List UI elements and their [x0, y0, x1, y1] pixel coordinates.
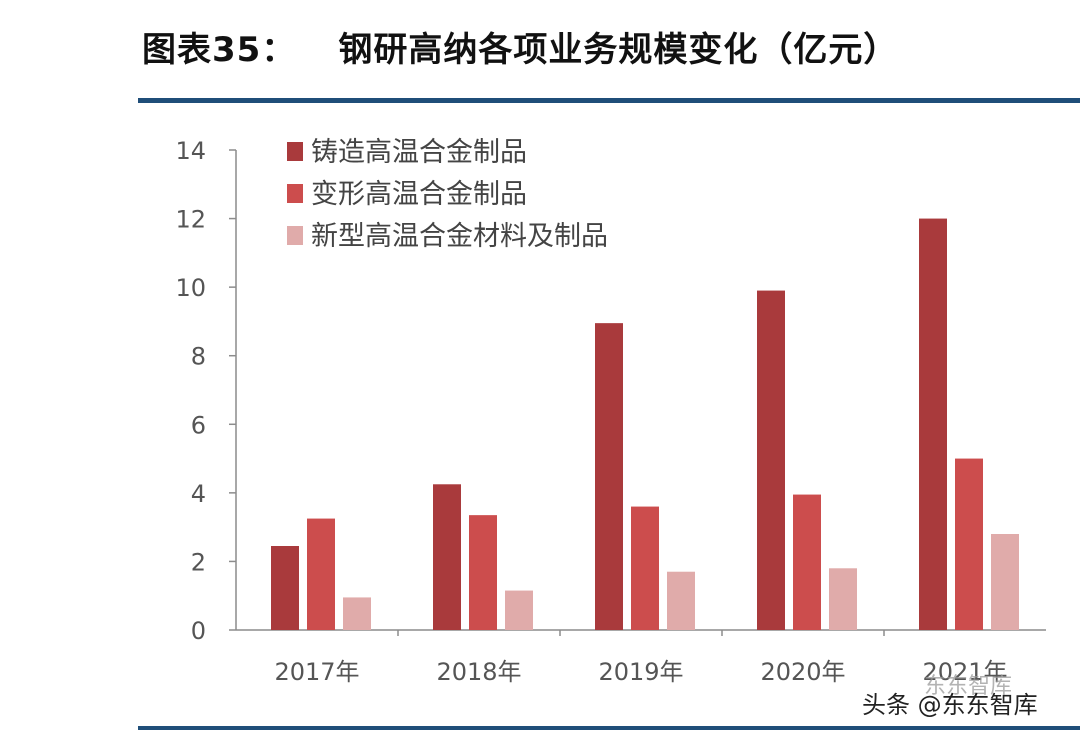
- bar: [469, 515, 497, 630]
- legend-label: 铸造高温合金制品: [311, 137, 527, 168]
- bottom-divider: [138, 726, 1080, 730]
- y-tick-label: 10: [175, 274, 206, 302]
- y-tick-label: 2: [191, 548, 206, 576]
- y-tick-label: 8: [191, 343, 206, 371]
- x-tick-label: 2017年: [274, 658, 359, 686]
- bar: [271, 546, 299, 630]
- watermark: 头条 @东东智库: [862, 691, 1038, 719]
- bar: [505, 590, 533, 630]
- bar: [757, 290, 785, 630]
- figure-number: 图表35：: [142, 30, 297, 70]
- bar: [829, 568, 857, 630]
- figure-title: 图表35： 钢研高纳各项业务规模变化（亿元）: [142, 22, 898, 71]
- watermark-faint: 东东智库: [924, 674, 1013, 699]
- bar: [955, 458, 983, 630]
- figure-title-text: 钢研高纳各项业务规模变化（亿元）: [338, 30, 899, 70]
- y-tick-label: 4: [191, 480, 206, 508]
- bar: [631, 506, 659, 630]
- title-divider: [138, 98, 1080, 103]
- legend-swatch: [287, 184, 303, 203]
- y-tick-label: 6: [191, 411, 206, 439]
- bar: [991, 534, 1019, 630]
- x-tick-label: 2020年: [760, 658, 845, 686]
- x-tick-label: 2019年: [598, 658, 683, 686]
- bar: [667, 571, 695, 630]
- legend-label: 新型高温合金材料及制品: [311, 221, 608, 252]
- x-tick-label: 2018年: [436, 658, 521, 686]
- x-tick-label: 2021年: [922, 658, 1007, 686]
- legend-label: 变形高温合金制品: [311, 179, 527, 210]
- bar: [793, 494, 821, 630]
- y-tick-label: 0: [191, 617, 206, 645]
- y-tick-label: 14: [175, 137, 206, 165]
- bar: [433, 484, 461, 630]
- y-tick-label: 12: [175, 206, 206, 234]
- legend-swatch: [287, 142, 303, 161]
- bar: [919, 218, 947, 631]
- legend-swatch: [287, 226, 303, 245]
- bar: [307, 518, 335, 630]
- bar: [595, 323, 623, 630]
- bar: [343, 597, 371, 630]
